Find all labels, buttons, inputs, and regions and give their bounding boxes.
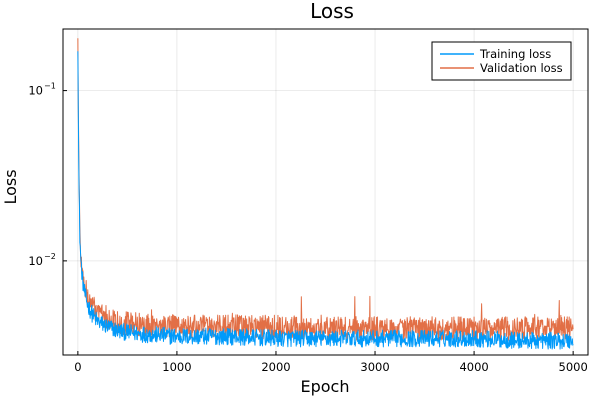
x-axis-label: Epoch xyxy=(301,377,350,396)
series-layer xyxy=(77,38,574,350)
y-tick-label: 10 xyxy=(28,254,43,268)
chart-title: Loss xyxy=(310,0,354,23)
grid xyxy=(63,29,588,355)
x-tick-label: 2000 xyxy=(261,360,290,374)
x-tick-label: 4000 xyxy=(459,360,488,374)
x-ticks: 0 1000 2000 3000 4000 5000 xyxy=(74,351,588,374)
series-line-training xyxy=(77,51,574,350)
legend-label-training: Training loss xyxy=(479,47,551,61)
plot-frame xyxy=(62,28,589,356)
y-ticks: 10−210−1 xyxy=(28,82,67,268)
legend-label-validation: Validation loss xyxy=(480,61,563,75)
y-axis-label: Loss xyxy=(1,169,20,204)
x-tick-label: 0 xyxy=(74,360,81,374)
x-tick-label: 3000 xyxy=(360,360,389,374)
y-tick-exponent: −1 xyxy=(44,82,56,91)
legend: Training loss Validation loss xyxy=(431,41,572,81)
x-tick-label: 1000 xyxy=(162,360,191,374)
series-line-validation xyxy=(77,38,574,342)
legend-box xyxy=(431,41,572,81)
x-tick-label: 5000 xyxy=(559,360,588,374)
y-tick-exponent: −2 xyxy=(44,252,56,261)
y-tick-label: 10 xyxy=(28,84,43,98)
